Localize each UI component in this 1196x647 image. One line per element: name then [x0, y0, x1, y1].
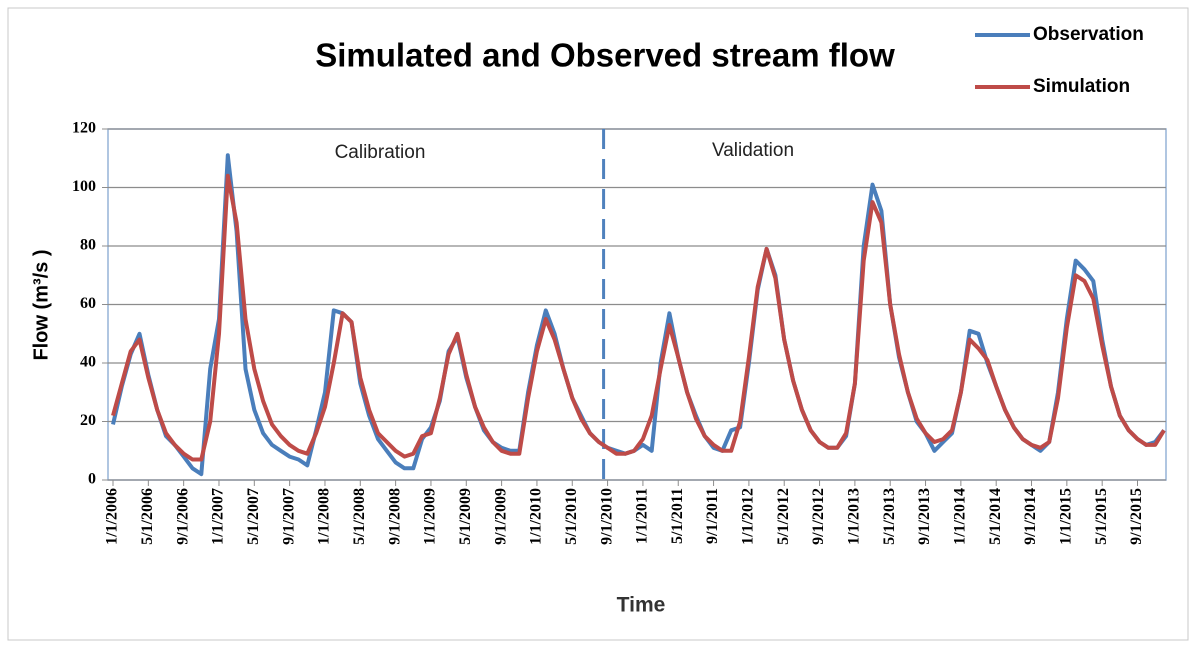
- x-tick-label: 1/1/2007: [210, 488, 227, 545]
- y-tick-label: 20: [80, 412, 96, 429]
- x-tick-label: 5/1/2014: [987, 488, 1004, 545]
- x-tick-label: 9/1/2009: [492, 488, 509, 545]
- x-tick-label: 5/1/2009: [457, 488, 474, 545]
- chart-frame: [7, 7, 1189, 641]
- x-tick-label: 1/1/2014: [952, 488, 969, 545]
- x-tick-label: 1/1/2013: [846, 488, 863, 545]
- x-tick-label: 5/1/2015: [1093, 488, 1110, 545]
- x-tick-label: 9/1/2010: [598, 488, 615, 545]
- x-axis-label: Time: [617, 594, 666, 617]
- x-tick-label: 9/1/2013: [916, 488, 933, 545]
- y-tick-label: 0: [88, 471, 96, 488]
- x-tick-label: 5/1/2013: [881, 488, 898, 545]
- y-tick-label: 120: [72, 120, 96, 137]
- x-tick-label: 9/1/2012: [810, 488, 827, 545]
- y-tick-label: 60: [80, 295, 96, 312]
- x-tick-label: 1/1/2012: [740, 488, 757, 545]
- x-tick-label: 9/1/2008: [386, 488, 403, 545]
- y-tick-label: 80: [80, 237, 96, 254]
- legend-label: Simulation: [1033, 76, 1130, 97]
- x-tick-label: 5/1/2012: [775, 488, 792, 545]
- x-tick-label: 5/1/2008: [351, 488, 368, 545]
- x-tick-label: 5/1/2006: [139, 488, 156, 545]
- x-tick-label: 1/1/2006: [104, 488, 121, 545]
- series-line: [111, 173, 1166, 462]
- x-tick-label: 9/1/2014: [1022, 488, 1039, 545]
- y-tick-label: 40: [80, 354, 96, 371]
- y-tick-label: 100: [72, 178, 96, 195]
- x-tick-label: 1/1/2008: [316, 488, 333, 545]
- x-tick-label: 5/1/2011: [669, 488, 686, 544]
- x-tick-label: 9/1/2006: [174, 488, 191, 545]
- y-axis-label: Flow (m³/s ): [30, 249, 52, 360]
- x-tick-label: 5/1/2007: [245, 488, 262, 545]
- x-tick-label: 9/1/2011: [704, 488, 721, 544]
- x-tick-label: 5/1/2010: [563, 488, 580, 545]
- x-tick-label: 1/1/2010: [528, 488, 545, 545]
- x-tick-label: 9/1/2015: [1128, 488, 1145, 545]
- annotation: Calibration: [335, 142, 426, 163]
- x-tick-label: 9/1/2007: [280, 488, 297, 545]
- x-tick-label: 1/1/2011: [634, 488, 651, 544]
- legend-label: Observation: [1033, 24, 1144, 45]
- x-tick-label: 1/1/2015: [1058, 488, 1075, 545]
- x-tick-label: 1/1/2009: [422, 488, 439, 545]
- annotation: Validation: [712, 140, 794, 161]
- chart-title: Simulated and Observed stream flow: [315, 37, 895, 74]
